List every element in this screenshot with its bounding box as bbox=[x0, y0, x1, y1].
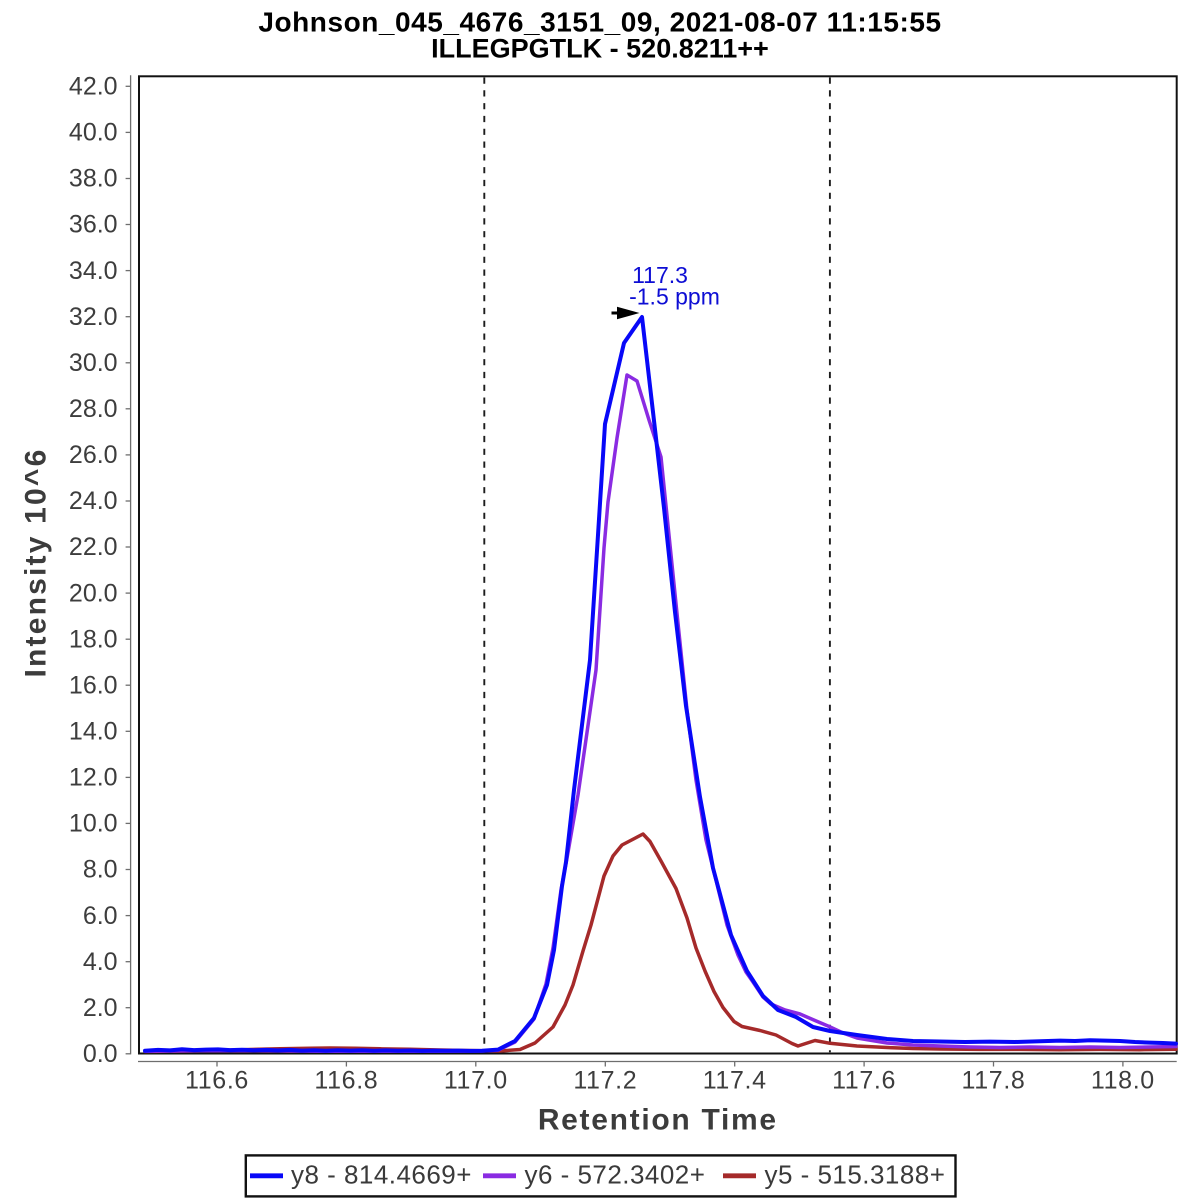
svg-text:12.0: 12.0 bbox=[69, 764, 118, 792]
svg-text:118.0: 118.0 bbox=[1091, 1067, 1155, 1095]
svg-text:116.6: 116.6 bbox=[185, 1067, 249, 1095]
svg-text:42.0: 42.0 bbox=[69, 73, 118, 101]
svg-text:-1.5 ppm: -1.5 ppm bbox=[629, 284, 720, 310]
svg-text:28.0: 28.0 bbox=[69, 395, 118, 423]
svg-text:38.0: 38.0 bbox=[69, 165, 118, 193]
svg-text:20.0: 20.0 bbox=[69, 579, 118, 607]
svg-text:4.0: 4.0 bbox=[83, 948, 118, 976]
svg-text:18.0: 18.0 bbox=[69, 625, 118, 653]
svg-text:40.0: 40.0 bbox=[69, 119, 118, 147]
svg-text:30.0: 30.0 bbox=[69, 349, 118, 377]
svg-text:117.8: 117.8 bbox=[962, 1067, 1026, 1095]
svg-text:y5 - 515.3188+: y5 - 515.3188+ bbox=[765, 1160, 946, 1190]
svg-text:117.6: 117.6 bbox=[832, 1067, 896, 1095]
svg-text:2.0: 2.0 bbox=[83, 994, 118, 1022]
svg-text:117.2: 117.2 bbox=[573, 1067, 637, 1095]
svg-text:ILLEGPGTLK - 520.8211++: ILLEGPGTLK - 520.8211++ bbox=[431, 34, 769, 64]
svg-text:Retention Time: Retention Time bbox=[538, 1104, 778, 1137]
svg-text:y8 - 814.4669+: y8 - 814.4669+ bbox=[291, 1160, 472, 1190]
svg-text:34.0: 34.0 bbox=[69, 257, 118, 285]
svg-text:22.0: 22.0 bbox=[69, 533, 118, 561]
svg-text:14.0: 14.0 bbox=[69, 718, 118, 746]
svg-text:8.0: 8.0 bbox=[83, 856, 118, 884]
svg-text:26.0: 26.0 bbox=[69, 441, 118, 469]
svg-text:116.8: 116.8 bbox=[314, 1067, 378, 1095]
svg-text:24.0: 24.0 bbox=[69, 487, 118, 515]
svg-text:Johnson_045_4676_3151_09, 2021: Johnson_045_4676_3151_09, 2021-08-07 11:… bbox=[258, 7, 941, 38]
svg-text:6.0: 6.0 bbox=[83, 902, 118, 930]
svg-text:117.4: 117.4 bbox=[703, 1067, 767, 1095]
svg-text:Intensity 10^6: Intensity 10^6 bbox=[20, 447, 53, 677]
svg-text:16.0: 16.0 bbox=[69, 671, 118, 699]
svg-text:y6 - 572.3402+: y6 - 572.3402+ bbox=[525, 1160, 706, 1190]
svg-text:117.3: 117.3 bbox=[632, 262, 688, 288]
svg-text:10.0: 10.0 bbox=[69, 810, 118, 838]
svg-text:117.0: 117.0 bbox=[444, 1067, 508, 1095]
svg-text:36.0: 36.0 bbox=[69, 211, 118, 239]
svg-text:0.0: 0.0 bbox=[83, 1040, 118, 1068]
svg-text:32.0: 32.0 bbox=[69, 303, 118, 331]
